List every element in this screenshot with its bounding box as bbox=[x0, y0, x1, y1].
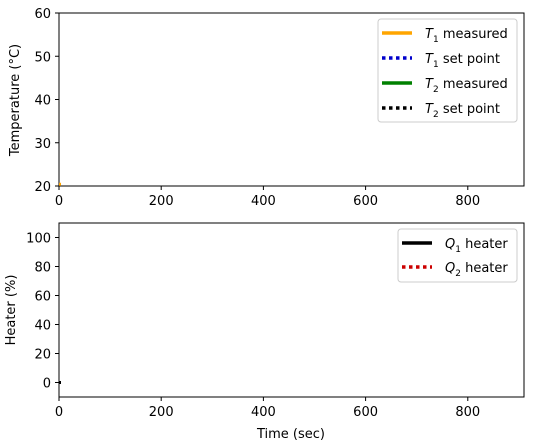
heater-y-ticks: 0 20 40 60 80 100 bbox=[26, 232, 59, 392]
heater-y-tick-label: 40 bbox=[34, 319, 51, 334]
heater-x-tick-label: 800 bbox=[455, 405, 480, 420]
heater-x-tick-label: 200 bbox=[149, 405, 174, 420]
temperature-x-tick-label: 600 bbox=[353, 194, 378, 209]
temperature-axes: 0 200 400 600 800 20 30 40 50 60 Temperature (°C… bbox=[8, 7, 525, 209]
heater-x-ticks: 0 200 400 600 800 bbox=[55, 397, 480, 420]
heater-x-tick-label: 0 bbox=[55, 405, 63, 420]
temperature-x-tick-label: 400 bbox=[251, 194, 276, 209]
temperature-legend-label-t1-measured: T1 measured bbox=[425, 27, 508, 45]
heater-y-tick-label: 60 bbox=[34, 290, 51, 305]
heater-x-tick-label: 400 bbox=[251, 405, 276, 420]
temperature-legend: T1 measured T1 set point T2 measured T2 set… bbox=[377, 18, 518, 123]
heater-legend-label-q1-heater: Q1 heater bbox=[445, 237, 508, 255]
temperature-x-tick-label: 200 bbox=[149, 194, 174, 209]
heater-legend: Q1 heater Q2 heater bbox=[397, 228, 518, 283]
temperature-y-tick-label: 30 bbox=[34, 137, 51, 152]
temperature-x-tick-label: 800 bbox=[455, 194, 480, 209]
heater-plot-frame bbox=[58, 222, 525, 398]
temperature-y-tick-label: 20 bbox=[34, 180, 51, 195]
temperature-legend-box bbox=[377, 18, 518, 123]
temperature-y-tick-label: 60 bbox=[34, 7, 51, 22]
temperature-legend-label-t2-measured: T2 measured bbox=[425, 77, 508, 95]
heater-y-tick-label: 0 bbox=[43, 377, 51, 392]
temperature-y-tick-label: 40 bbox=[34, 94, 51, 109]
heater-x-tick-label: 600 bbox=[353, 405, 378, 420]
heater-y-tick-label: 20 bbox=[34, 348, 51, 363]
heater-axes: 0 200 400 600 800 0 20 40 60 80 100 Heater (%) Ti… bbox=[4, 222, 525, 442]
heater-x-axis-label: Time (sec) bbox=[256, 427, 325, 442]
temperature-legend-label-t1-set-point: T1 set point bbox=[425, 52, 500, 70]
heater-y-tick-label: 100 bbox=[26, 232, 51, 247]
heater-y-tick-label: 80 bbox=[34, 261, 51, 276]
temperature-y-ticks: 20 30 40 50 60 bbox=[34, 7, 59, 195]
temperature-x-tick-label: 0 bbox=[55, 194, 63, 209]
temperature-x-ticks: 0 200 400 600 800 bbox=[55, 186, 480, 209]
temperature-legend-label-t2-set-point: T2 set point bbox=[425, 102, 500, 120]
heater-y-axis-label: Heater (%) bbox=[4, 275, 19, 346]
heater-legend-label-q2-heater: Q2 heater bbox=[445, 261, 508, 279]
temperature-y-axis-label: Temperature (°C) bbox=[8, 44, 23, 157]
temperature-y-tick-label: 50 bbox=[34, 50, 51, 65]
